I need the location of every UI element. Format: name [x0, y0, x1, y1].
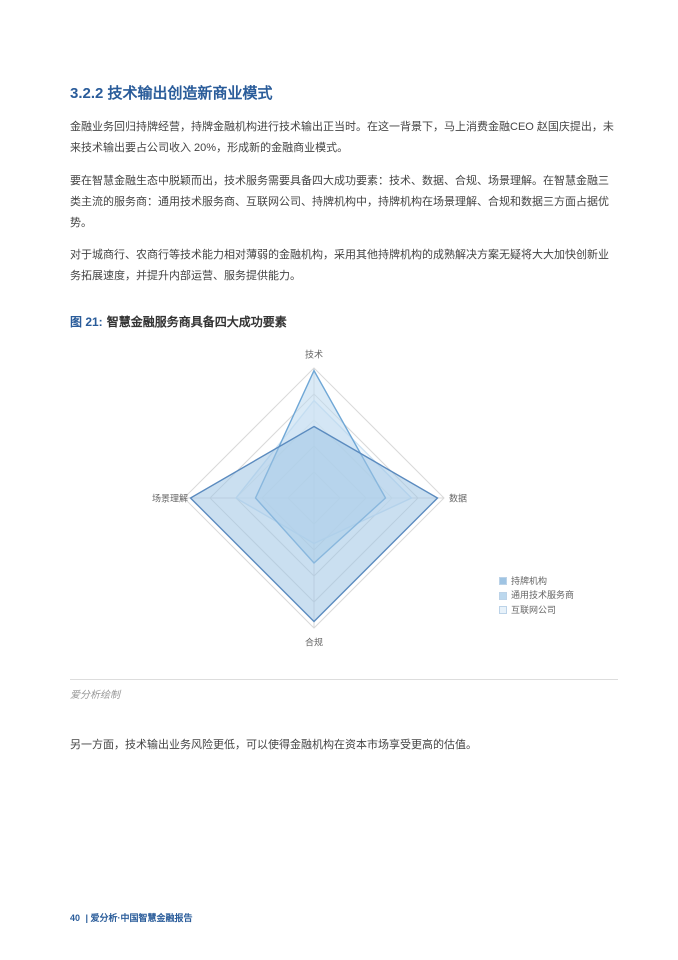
- figure-source: 爱分析绘制: [70, 679, 618, 701]
- legend-swatch: [499, 606, 507, 614]
- chart-legend: 持牌机构通用技术服务商互联网公司: [499, 574, 574, 617]
- figure-number: 图 21:: [70, 315, 103, 329]
- paragraph-1: 金融业务回归持牌经营，持牌金融机构进行技术输出正当时。在这一背景下，马上消费金融…: [70, 117, 618, 159]
- figure-title: 智慧金融服务商具备四大成功要素: [107, 315, 287, 329]
- paragraph-2: 要在智慧金融生态中脱颖而出，技术服务需要具备四大成功要素：技术、数据、合规、场景…: [70, 171, 618, 234]
- radar-chart: 技术数据合规 场景理解 持牌机构通用技术服务商互联网公司: [104, 338, 584, 673]
- footer-sep: |: [83, 913, 91, 923]
- legend-label: 互联网公司: [511, 603, 556, 617]
- axis-label: 场景理解: [152, 492, 188, 505]
- axis-label: 合规: [305, 636, 323, 649]
- page-footer: 40 | 爱分析·中国智慧金融报告: [70, 911, 193, 924]
- legend-item: 持牌机构: [499, 574, 574, 588]
- legend-item: 互联网公司: [499, 603, 574, 617]
- legend-swatch: [499, 592, 507, 600]
- legend-swatch: [499, 577, 507, 585]
- paragraph-4: 另一方面，技术输出业务风险更低，可以使得金融机构在资本市场享受更高的估值。: [70, 735, 618, 756]
- paragraph-3: 对于城商行、农商行等技术能力相对薄弱的金融机构，采用其他持牌机构的成熟解决方案无…: [70, 245, 618, 287]
- legend-item: 通用技术服务商: [499, 588, 574, 602]
- legend-label: 持牌机构: [511, 574, 547, 588]
- page-number: 40: [70, 913, 80, 923]
- legend-label: 通用技术服务商: [511, 588, 574, 602]
- figure-caption: 图 21: 智慧金融服务商具备四大成功要素: [70, 313, 618, 330]
- axis-label: 数据: [449, 492, 467, 505]
- axis-label: 技术: [305, 348, 323, 361]
- section-heading: 3.2.2 技术输出创造新商业模式: [70, 82, 618, 103]
- footer-text: 爱分析·中国智慧金融报告: [91, 913, 193, 923]
